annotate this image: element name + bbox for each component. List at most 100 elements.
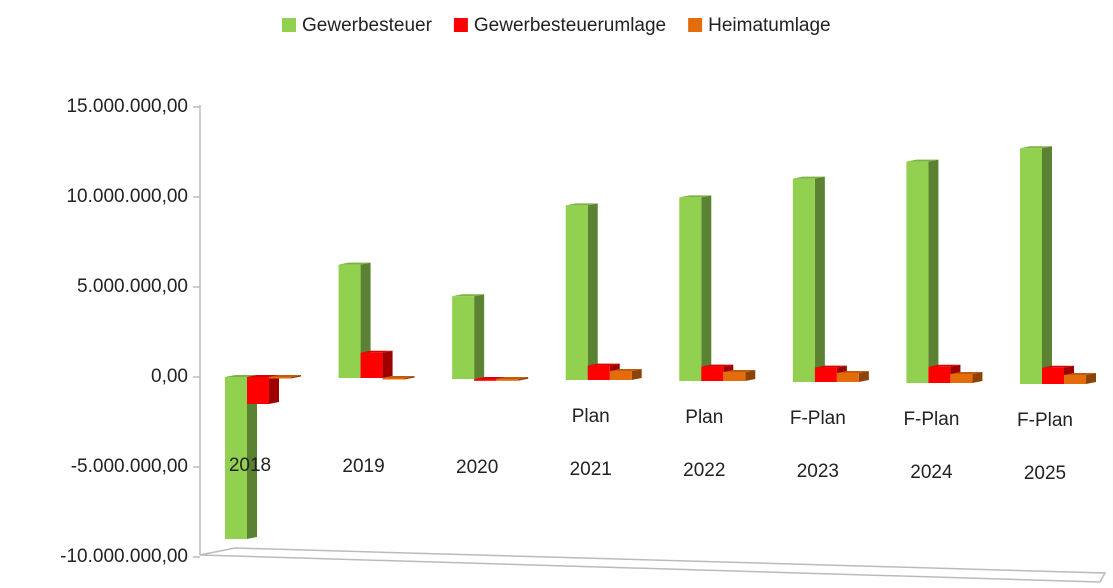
bar-top	[225, 375, 257, 377]
y-tick-label: 5.000.000,00	[77, 276, 188, 297]
bar-top	[1020, 146, 1052, 149]
x-tick-label: 2020	[456, 457, 498, 478]
bar-front	[1020, 148, 1042, 384]
bar-top	[496, 377, 529, 379]
bar-front	[360, 352, 383, 378]
bar-front	[247, 377, 269, 404]
legend-swatch	[688, 18, 703, 32]
x-tick-label: Plan	[685, 407, 723, 428]
bar-top	[950, 372, 983, 374]
bar-side	[247, 375, 257, 539]
bar-side	[928, 159, 939, 383]
bar	[836, 371, 869, 382]
bar-side	[404, 376, 415, 380]
bar-top	[587, 363, 620, 366]
bar-top	[452, 294, 485, 297]
bar	[1020, 146, 1052, 384]
bar-side	[701, 195, 712, 381]
bar-front	[474, 379, 497, 381]
x-tick-label: 2022	[683, 460, 725, 481]
bar-side	[291, 375, 301, 379]
bar-side	[518, 377, 529, 381]
bar-top	[609, 369, 642, 371]
bar-top	[792, 176, 825, 179]
bar	[792, 176, 825, 382]
bar-top	[565, 203, 598, 206]
bar-front	[814, 367, 837, 382]
x-tick-label: F-Plan	[1017, 410, 1073, 431]
x-tick-label: 2024	[910, 462, 953, 483]
x-tick-label: 2018	[229, 455, 271, 476]
bar-side	[382, 350, 393, 378]
bar-side	[972, 372, 983, 383]
bar-side	[269, 375, 279, 404]
bar-top	[382, 376, 415, 378]
bar	[906, 159, 939, 383]
bar	[338, 262, 371, 378]
bar-side	[631, 369, 642, 380]
bar-front	[496, 379, 519, 381]
bar-front	[836, 373, 859, 382]
legend-swatch	[282, 18, 296, 32]
bar-front	[1042, 367, 1064, 384]
bar-front	[679, 197, 702, 381]
bar-front	[950, 374, 973, 383]
bar	[225, 375, 257, 539]
x-tick-label: 2025	[1024, 463, 1066, 484]
bar-top	[701, 364, 734, 367]
bar-top	[679, 195, 712, 198]
bar-front	[906, 161, 929, 383]
bar-front	[587, 365, 610, 380]
x-tick-label: 2021	[570, 459, 612, 480]
bar-side	[1042, 146, 1052, 384]
bar	[452, 294, 485, 379]
floor	[199, 547, 1107, 583]
bar-side	[1086, 373, 1096, 384]
bar-side	[360, 262, 371, 378]
y-tick-label: -10.000.000,00	[60, 546, 188, 567]
bar-side	[474, 294, 485, 379]
bar-top	[360, 350, 393, 353]
bar-front	[701, 366, 724, 381]
bar-front	[382, 378, 405, 380]
bar-top	[1042, 365, 1074, 368]
bar-top	[269, 375, 301, 377]
bar-front	[723, 372, 746, 381]
bar-top	[906, 159, 939, 162]
y-tick-label: 15.000.000,00	[66, 96, 188, 117]
bar-top	[836, 371, 869, 373]
bar	[496, 377, 529, 381]
x-tick-label: F-Plan	[903, 409, 959, 430]
bar-front	[452, 296, 475, 379]
x-tick-label: 2023	[797, 461, 839, 482]
bar-front	[269, 377, 291, 379]
y-tick-label: 0,00	[151, 366, 188, 387]
bar-front	[609, 371, 632, 380]
legend-label: Heimatumlage	[708, 15, 831, 36]
bar-front	[225, 377, 247, 539]
bar-front	[928, 366, 951, 383]
bar	[269, 375, 301, 379]
bar	[565, 203, 598, 380]
bar-front	[565, 205, 588, 380]
bar-top	[474, 377, 507, 379]
y-tick-label: -5.000.000,00	[71, 456, 188, 477]
bar-top	[247, 375, 279, 377]
bar	[950, 372, 983, 383]
bar-side	[858, 371, 869, 382]
legend-swatch	[453, 18, 468, 32]
bar-top	[928, 364, 961, 367]
bar-front	[1064, 375, 1086, 384]
x-tick-label: Plan	[572, 406, 610, 427]
bar	[723, 370, 756, 381]
bar	[1064, 373, 1096, 384]
x-tick-label: 2019	[342, 456, 384, 477]
bar-side	[587, 203, 598, 380]
legend-label: Gewerbesteuer	[302, 15, 433, 36]
bar-top	[814, 365, 847, 368]
bar-front	[792, 178, 815, 382]
bar-side	[814, 176, 825, 382]
bar	[679, 195, 712, 381]
bar	[247, 375, 279, 404]
